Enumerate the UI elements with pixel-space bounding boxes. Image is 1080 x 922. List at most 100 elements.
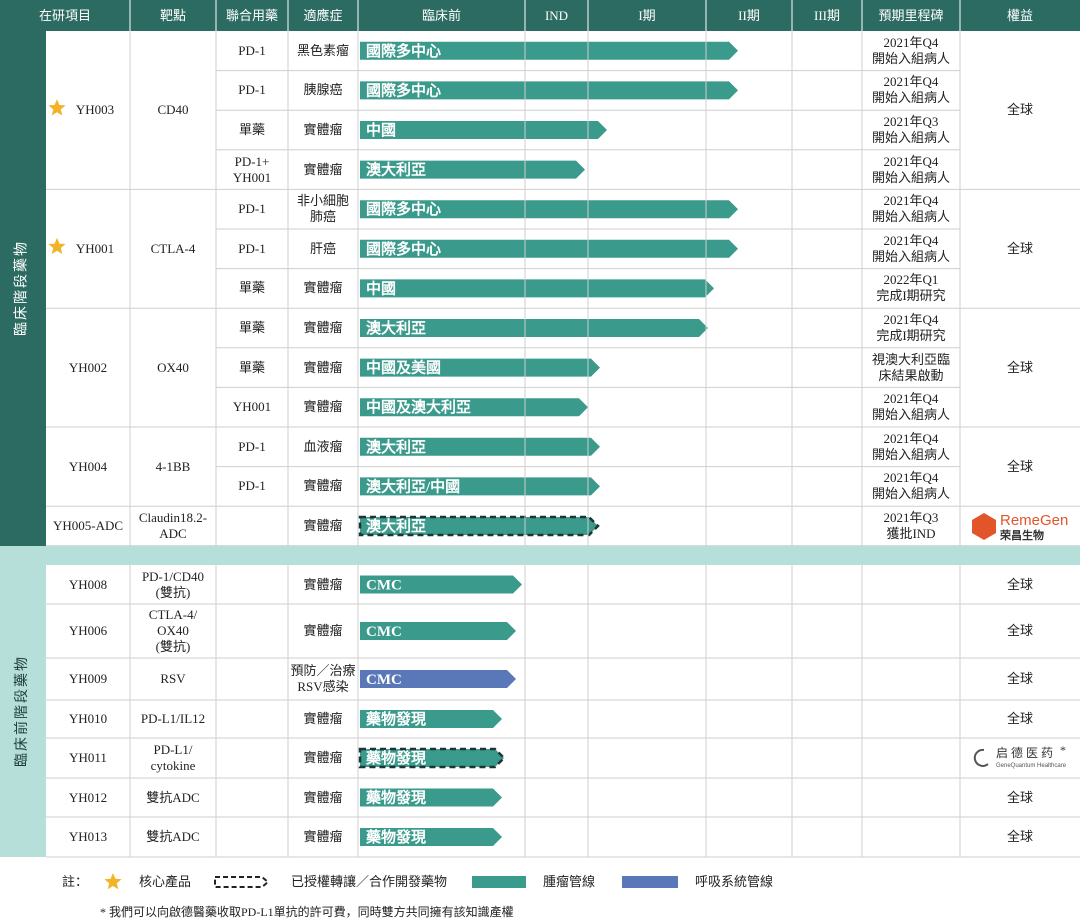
project: YH009 <box>68 671 108 686</box>
arrow-label: 澳大利亞 <box>366 438 426 456</box>
target: 雙抗ADC <box>146 789 200 805</box>
legend-label: 腫瘤管線 <box>542 874 595 889</box>
rights: 全球 <box>1006 789 1033 805</box>
indication: 實體瘤 <box>303 359 343 375</box>
rights: 全球 <box>1006 711 1033 726</box>
rights: 全球 <box>1006 458 1033 474</box>
header-bg <box>0 0 1080 31</box>
milestone: 視澳大利亞臨 床結果啟動 <box>871 351 950 383</box>
target: 4-1BB <box>155 458 191 474</box>
logo-mark: * <box>1060 743 1066 757</box>
project: YH005-ADC <box>52 517 124 533</box>
milestone: 2021年Q4 開始入組病人 <box>871 470 950 502</box>
header-cell: 在研項目 <box>38 7 91 23</box>
milestone: 2021年Q4 開始入組病人 <box>871 74 950 106</box>
pipeline-arrow <box>360 788 502 807</box>
header-cell: 權益 <box>1006 7 1033 23</box>
arrow-label: CMC <box>366 672 402 688</box>
combo: 單藥 <box>238 280 265 296</box>
combo: PD-1 <box>238 240 266 256</box>
milestone: 2021年Q4 開始入組病人 <box>871 391 950 423</box>
rights: 全球 <box>1006 829 1033 844</box>
logo-name: 启德医药 <box>996 745 1056 760</box>
project: YH012 <box>68 789 108 805</box>
arrow-label: 澳大利亞/中國 <box>366 477 460 495</box>
pipeline-arrow <box>360 121 607 139</box>
core-star <box>104 873 122 890</box>
indication: 實體瘤 <box>303 121 343 137</box>
combo: 單藥 <box>238 121 265 137</box>
header-cell: III期 <box>814 7 840 23</box>
core-star <box>48 99 66 116</box>
target: Claudin18.2- ADC <box>138 509 208 541</box>
logo-en: GeneQuantum Healthcare <box>996 763 1067 769</box>
indication: 實體瘤 <box>303 161 343 177</box>
pipeline-arrow <box>360 622 516 640</box>
legend-label: 已授權轉讓／合作開發藥物 <box>290 874 447 889</box>
pipeline-arrow <box>360 81 738 100</box>
project: YH001 <box>75 240 115 256</box>
combo: PD-1 <box>238 42 266 58</box>
pipeline-arrow <box>358 747 506 769</box>
target: RSV <box>160 671 186 686</box>
milestone: 2021年Q3 獲批IND <box>883 509 939 541</box>
arrow-label: 藥物發現 <box>365 828 426 846</box>
header-cell: 靶點 <box>159 7 186 23</box>
section-side <box>0 31 46 546</box>
pipeline-arrow <box>360 358 600 377</box>
header-cell: IND <box>544 7 569 23</box>
pipeline-arrow <box>360 160 585 179</box>
header-cell: I期 <box>638 7 656 23</box>
target: 雙抗ADC <box>146 829 200 844</box>
indication: 實體瘤 <box>303 750 343 765</box>
combo: YH001 <box>232 399 272 415</box>
milestone: 2021年Q4 完成I期研究 <box>876 311 946 343</box>
milestone: 2021年Q4 開始入組病人 <box>871 193 950 225</box>
core-star <box>48 237 66 255</box>
pipeline-arrow <box>360 477 600 496</box>
indication: 非小細胞 肺癌 <box>296 193 349 225</box>
indication: 肝癌 <box>309 240 336 256</box>
combo: PD-1 <box>238 438 266 454</box>
project: YH003 <box>75 102 115 118</box>
indication: 實體瘤 <box>303 711 343 726</box>
logo-cn: 荣昌生物 <box>999 528 1044 542</box>
milestone: 2021年Q3 開始入組病人 <box>871 113 950 145</box>
arrow-label: 澳大利亞 <box>366 517 426 535</box>
arrow-label: 中國 <box>366 121 396 139</box>
project: YH008 <box>68 576 108 592</box>
arrow-label: 中國及澳大利亞 <box>366 398 471 416</box>
legend-respiratory <box>622 876 678 888</box>
indication: 實體瘤 <box>303 789 343 805</box>
arrow-label: 國際多中心 <box>366 42 441 60</box>
header-cell: 臨床前 <box>421 7 461 23</box>
pipeline-arrow <box>360 279 714 298</box>
arrow-label: 藥物發現 <box>365 710 426 728</box>
arrow-label: 澳大利亞 <box>366 319 426 337</box>
legend-licensed <box>214 876 270 888</box>
milestone: 2021年Q4 開始入組病人 <box>871 232 950 264</box>
legend-note: 註： <box>61 874 88 889</box>
pipeline-arrow <box>360 437 600 456</box>
indication: 胰腺癌 <box>303 82 343 98</box>
arrow-label: 國際多中心 <box>366 81 441 99</box>
logo-icon <box>972 513 996 540</box>
arrow-label: 藥物發現 <box>365 749 426 767</box>
project: YH011 <box>69 750 107 765</box>
combo: PD-1 <box>238 478 266 494</box>
arrow-label: 中國及美國 <box>366 359 441 377</box>
indication: 實體瘤 <box>303 517 343 533</box>
pipeline-arrow <box>360 398 588 417</box>
section-label: 臨床階段藥物 <box>14 240 30 336</box>
combo: PD-1+ YH001 <box>232 153 272 185</box>
pipeline-arrow <box>358 515 600 537</box>
legend-label: 核心產品 <box>138 874 191 889</box>
pipeline-arrow <box>360 319 708 337</box>
combo: 單藥 <box>238 359 265 375</box>
target: CTLA-4 <box>150 240 196 256</box>
combo: 單藥 <box>238 319 265 335</box>
indication: 實體瘤 <box>303 576 343 592</box>
rights: 全球 <box>1006 359 1033 375</box>
